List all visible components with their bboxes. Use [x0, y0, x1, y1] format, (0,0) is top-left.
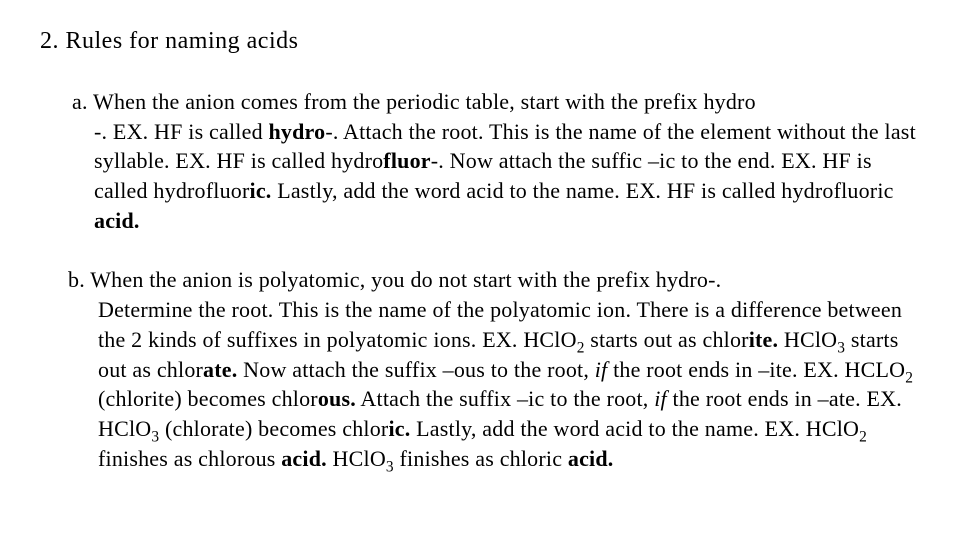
text: (chlorite): [98, 386, 188, 411]
rule-a: a. When the anion comes from the periodi…: [72, 87, 920, 235]
italic-if: if: [595, 357, 613, 382]
text: the root ends in: [673, 386, 818, 411]
bold-ate: ate.: [203, 357, 237, 382]
subscript: 3: [837, 339, 845, 356]
text: Attach the suffix –ic to the root,: [356, 386, 654, 411]
section-heading: 2. Rules for naming acids: [40, 28, 920, 55]
document-page: 2. Rules for naming acids a. When the an…: [0, 0, 960, 493]
text: suffix –ous to the root,: [385, 357, 595, 382]
text: finishes as chlorous: [98, 446, 281, 471]
text: Determine the root. This is the name of …: [98, 297, 731, 322]
subscript: 2: [577, 339, 585, 356]
bold-ite: ite.: [749, 327, 779, 352]
rule-a-body: -. EX. HF is called hydro-. Attach the r…: [94, 117, 920, 236]
text: (chlorate) becomes chlor: [159, 416, 388, 441]
bold-ic: ic.: [250, 178, 272, 203]
text: becomes chlor: [188, 386, 318, 411]
text: the name. EX. HClO: [672, 416, 860, 441]
text: When the anion is polyatomic, you do not…: [85, 267, 721, 292]
text: finishes as chloric: [394, 446, 568, 471]
text: -. Attach the root. This is the name of …: [325, 119, 700, 144]
subscript: 2: [905, 369, 913, 386]
bold-ous: ous.: [318, 386, 356, 411]
bold-acid: acid.: [568, 446, 614, 471]
text: -. EX. HF is called: [94, 119, 268, 144]
text: the root ends in –ite. EX. HCLO: [613, 357, 905, 382]
text: Now attach the: [237, 357, 384, 382]
subscript: 2: [859, 428, 867, 445]
text: the word acid to the name. EX. HF is cal…: [381, 178, 893, 203]
text: Lastly, add the word acid to: [410, 416, 671, 441]
subscript: 3: [386, 458, 394, 475]
bold-ic: ic.: [388, 416, 410, 441]
bold-hydro: hydro: [268, 119, 325, 144]
bold-acid: acid.: [281, 446, 327, 471]
rule-b-body: Determine the root. This is the name of …: [98, 295, 920, 473]
bold-acid: acid.: [94, 208, 140, 233]
rule-b-label: b.: [68, 267, 85, 292]
text: When the anion comes from the periodic t…: [93, 89, 756, 114]
text: starts out as chlor: [590, 327, 748, 352]
italic-if: if: [654, 386, 672, 411]
rule-a-label: a.: [72, 89, 88, 114]
rule-b: b. When the anion is polyatomic, you do …: [68, 265, 920, 473]
text: HClO: [778, 327, 837, 352]
bold-fluor: fluor: [383, 148, 430, 173]
text: -. Now: [431, 148, 499, 173]
text: HClO: [327, 446, 386, 471]
text: Lastly, add: [272, 178, 382, 203]
